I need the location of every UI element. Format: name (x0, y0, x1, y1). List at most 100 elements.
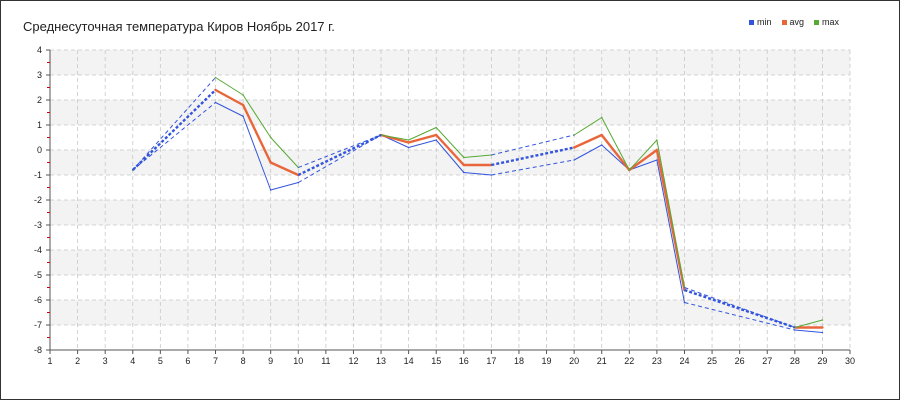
legend-label-min: min (757, 17, 772, 27)
y-tick-label: 2 (37, 95, 42, 105)
x-tick-label: 17 (486, 356, 496, 366)
legend-item-min: min (749, 17, 772, 27)
series-min-point (435, 139, 438, 141)
gap-line-avg (491, 146, 575, 167)
series-max-point (214, 76, 217, 79)
x-tick-label: 19 (542, 356, 552, 366)
gap-line-avg (684, 288, 796, 329)
y-tick-label: -4 (34, 245, 42, 255)
x-tick-label: 22 (624, 356, 634, 366)
y-tick-label: -5 (34, 270, 42, 280)
series-min-segment (215, 102, 244, 117)
series-avg-segment (407, 133, 438, 144)
x-tick-label: 29 (817, 356, 827, 366)
y-tick-label: -7 (34, 320, 42, 330)
x-tick-label: 11 (321, 356, 330, 366)
gap-line-max (684, 287, 795, 328)
y-tick-label: -6 (34, 295, 42, 305)
x-tick-label: 16 (459, 356, 469, 366)
series-max-segment (435, 127, 465, 158)
grid-band (50, 150, 850, 175)
series-min-segment (435, 139, 465, 173)
x-tick-label: 3 (103, 356, 108, 366)
x-tick-label: 6 (185, 356, 190, 366)
legend-item-avg: avg (781, 17, 805, 27)
series-min-segment (270, 182, 299, 191)
legend-label-max: max (822, 17, 840, 27)
x-tick-label: 18 (514, 356, 524, 366)
x-tick-label: 27 (762, 356, 772, 366)
x-tick-label: 21 (597, 356, 607, 366)
x-tick-label: 8 (241, 356, 246, 366)
x-tick-label: 23 (652, 356, 662, 366)
grid-band (50, 50, 850, 75)
series-avg-point (435, 134, 438, 136)
x-tick-label: 28 (790, 356, 800, 366)
y-tick-label: -1 (34, 170, 42, 180)
x-tick-label: 15 (431, 356, 441, 366)
gap-line-avg (131, 89, 217, 171)
x-tick-label: 9 (268, 356, 273, 366)
series-max-point (462, 156, 465, 159)
series-min-segment (794, 329, 823, 333)
x-tick-label: 20 (569, 356, 579, 366)
grid-band (50, 300, 850, 325)
x-tick-label: 1 (47, 356, 52, 366)
series-min-segment (573, 144, 603, 161)
series-min-point (600, 144, 603, 146)
gap-line-max (298, 134, 382, 168)
y-tick-label: -2 (34, 195, 42, 205)
series-max-segment (794, 319, 823, 328)
series-avg-segment (214, 88, 245, 107)
series-min-segment (242, 115, 272, 191)
series-max-segment (601, 117, 630, 171)
series-avg-segment (435, 133, 465, 167)
gap-line-min (684, 302, 795, 331)
x-tick-label: 30 (845, 356, 855, 366)
x-tick-label: 26 (735, 356, 745, 366)
x-tick-label: 25 (707, 356, 717, 366)
legend-swatch-min (749, 19, 754, 25)
series-max-point (656, 139, 658, 141)
legend-swatch-avg (781, 19, 787, 25)
series-max-point (628, 169, 631, 171)
series-min-segment (628, 159, 658, 171)
legend-item-max: max (814, 17, 839, 27)
grid-band (50, 200, 850, 225)
series-max-segment (270, 137, 299, 168)
gap-line-max (491, 134, 575, 156)
series-max-point (407, 139, 410, 141)
series-max-segment (215, 77, 244, 96)
series-avg-point (242, 104, 244, 106)
series-min-point (407, 146, 410, 149)
series-avg-segment (628, 148, 659, 172)
series-avg-segment (269, 161, 300, 177)
series-avg-segment (600, 133, 631, 172)
series-avg-point (407, 141, 410, 144)
series-min-point (462, 171, 465, 174)
series-max-point (600, 116, 603, 119)
x-tick-label: 5 (158, 356, 163, 366)
series-max-segment (573, 117, 603, 136)
legend-label-avg: avg (789, 17, 805, 27)
grid-band (50, 100, 850, 125)
series-max-point (435, 126, 438, 129)
series-max-point (269, 136, 272, 139)
series-max-segment (628, 139, 658, 171)
series-max-segment (463, 154, 492, 158)
series-avg-point (462, 164, 465, 166)
x-tick-label: 7 (213, 356, 218, 366)
x-tick-label: 12 (348, 356, 358, 366)
y-tick-label: 1 (37, 120, 42, 130)
series-min-point (821, 331, 824, 334)
chart-title: Среднесуточная температура Киров Ноябрь … (23, 19, 335, 34)
series-min-point (242, 115, 244, 118)
series-avg-point (600, 134, 603, 136)
y-tick-label: -3 (34, 220, 42, 230)
x-tick-label: 4 (130, 356, 135, 366)
series-min-segment (463, 172, 492, 176)
series-min-segment (408, 139, 437, 148)
y-tick-label: 4 (37, 45, 42, 55)
series-min-point (656, 159, 658, 161)
